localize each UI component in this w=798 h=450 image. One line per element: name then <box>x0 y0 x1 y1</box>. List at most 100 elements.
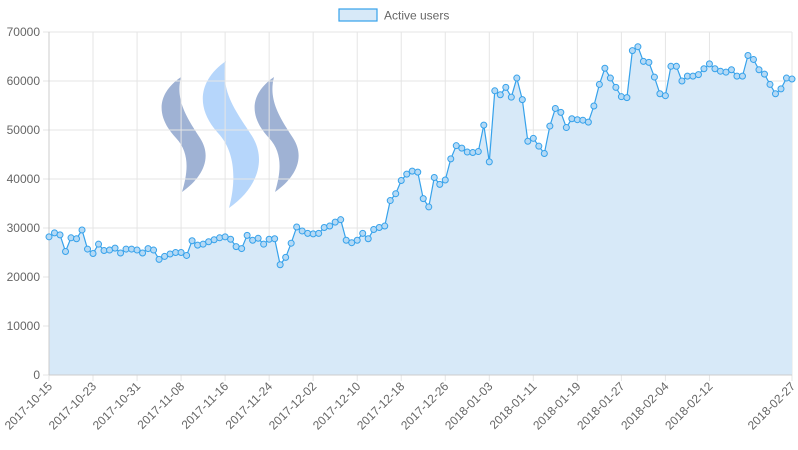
data-point[interactable] <box>727 66 735 74</box>
data-point[interactable] <box>694 71 702 79</box>
data-point[interactable] <box>496 91 504 99</box>
data-point[interactable] <box>348 239 356 247</box>
data-point[interactable] <box>513 74 521 82</box>
data-point[interactable] <box>568 115 576 123</box>
data-point[interactable] <box>623 94 631 102</box>
data-point[interactable] <box>216 234 224 242</box>
data-point[interactable] <box>672 62 680 70</box>
data-point[interactable] <box>639 57 647 65</box>
data-point[interactable] <box>78 226 86 234</box>
data-point[interactable] <box>744 52 752 60</box>
data-point[interactable] <box>491 87 499 95</box>
data-point[interactable] <box>755 66 763 74</box>
data-point[interactable] <box>238 245 246 253</box>
data-point[interactable] <box>749 55 757 63</box>
data-point[interactable] <box>414 168 422 176</box>
data-point[interactable] <box>562 124 570 132</box>
data-point[interactable] <box>408 167 416 175</box>
data-point[interactable] <box>529 134 537 142</box>
data-point[interactable] <box>447 155 455 163</box>
data-point[interactable] <box>722 68 730 76</box>
data-point[interactable] <box>73 235 81 243</box>
data-point[interactable] <box>711 65 719 73</box>
data-point[interactable] <box>287 239 295 247</box>
data-point[interactable] <box>452 142 460 150</box>
data-point[interactable] <box>458 144 466 152</box>
data-point[interactable] <box>612 83 620 91</box>
data-point[interactable] <box>326 222 334 230</box>
data-point[interactable] <box>546 122 554 130</box>
data-point[interactable] <box>392 190 400 198</box>
data-point[interactable] <box>783 74 790 82</box>
data-point[interactable] <box>518 96 526 104</box>
data-point[interactable] <box>590 102 598 110</box>
data-point[interactable] <box>601 64 609 72</box>
data-point[interactable] <box>150 246 158 254</box>
data-point[interactable] <box>474 148 482 156</box>
data-point[interactable] <box>298 227 306 235</box>
data-point[interactable] <box>766 80 774 88</box>
data-point[interactable] <box>183 251 191 259</box>
data-point[interactable] <box>606 74 614 82</box>
data-point[interactable] <box>557 108 565 116</box>
data-point[interactable] <box>67 234 75 242</box>
data-point[interactable] <box>628 47 636 55</box>
data-point[interactable] <box>282 253 290 261</box>
data-point[interactable] <box>738 72 746 80</box>
data-point[interactable] <box>502 83 510 91</box>
data-point[interactable] <box>62 248 70 256</box>
data-point[interactable] <box>788 75 796 83</box>
data-point[interactable] <box>188 237 196 245</box>
data-point[interactable] <box>678 77 686 85</box>
data-point[interactable] <box>177 249 185 256</box>
data-point[interactable] <box>425 203 433 211</box>
data-point[interactable] <box>155 255 163 263</box>
data-point[interactable] <box>634 43 642 51</box>
data-point[interactable] <box>777 85 785 93</box>
data-point[interactable] <box>260 240 268 248</box>
data-point[interactable] <box>700 65 708 73</box>
data-point[interactable] <box>337 216 345 224</box>
data-point[interactable] <box>540 150 548 158</box>
data-point[interactable] <box>271 235 279 243</box>
data-point[interactable] <box>117 249 125 257</box>
data-point[interactable] <box>359 229 367 237</box>
data-point[interactable] <box>661 92 669 100</box>
data-point[interactable] <box>139 249 147 257</box>
data-point[interactable] <box>133 246 141 254</box>
data-point[interactable] <box>111 244 119 252</box>
data-point[interactable] <box>56 231 64 239</box>
data-point[interactable] <box>353 236 361 244</box>
data-point[interactable] <box>381 222 389 230</box>
data-point[interactable] <box>760 70 768 78</box>
data-point[interactable] <box>331 218 339 226</box>
data-point[interactable] <box>507 93 515 101</box>
data-point[interactable] <box>221 233 229 241</box>
data-point[interactable] <box>397 176 405 184</box>
data-point[interactable] <box>480 121 488 129</box>
data-point[interactable] <box>595 80 603 88</box>
data-point[interactable] <box>441 176 449 184</box>
data-point[interactable] <box>584 118 592 126</box>
data-point[interactable] <box>89 249 97 257</box>
data-point[interactable] <box>430 174 438 182</box>
data-point[interactable] <box>227 235 235 243</box>
data-point[interactable] <box>243 231 251 239</box>
data-point[interactable] <box>95 240 103 248</box>
data-point[interactable] <box>551 104 559 112</box>
data-point[interactable] <box>524 137 532 145</box>
data-point[interactable] <box>386 197 394 205</box>
data-point[interactable] <box>293 223 301 231</box>
legend[interactable]: Active users <box>338 8 449 23</box>
data-point[interactable] <box>771 90 779 98</box>
data-point[interactable] <box>645 58 653 66</box>
data-point[interactable] <box>315 229 323 237</box>
data-point[interactable] <box>419 195 427 203</box>
data-point[interactable] <box>436 180 444 188</box>
data-point[interactable] <box>535 142 543 150</box>
data-point[interactable] <box>485 158 493 166</box>
data-point[interactable] <box>469 149 477 157</box>
data-point[interactable] <box>276 261 284 269</box>
data-point[interactable] <box>650 73 658 81</box>
data-point[interactable] <box>705 60 713 68</box>
